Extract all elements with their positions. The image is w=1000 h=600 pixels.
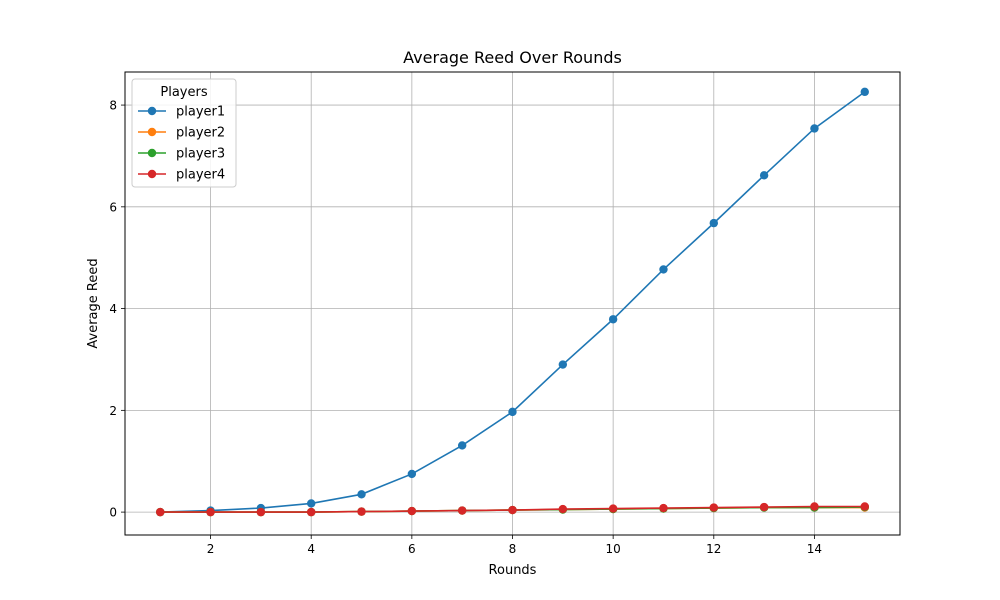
x-tick-label: 4 [307, 542, 315, 556]
data-point-player4 [156, 507, 165, 517]
x-axis: 2 4 6 8 10 12 14 [207, 535, 822, 556]
x-tick-label: 14 [807, 542, 822, 556]
data-point-player4 [508, 505, 517, 515]
y-tick-label: 2 [109, 404, 117, 418]
data-point-player1 [659, 265, 668, 274]
x-tick-label: 10 [606, 542, 621, 556]
data-point-player1 [558, 360, 568, 369]
y-axis: 0 2 4 6 8 [109, 99, 125, 520]
data-point-player4 [206, 507, 215, 517]
chart-title: Average Reed Over Rounds [403, 48, 622, 67]
data-point-player1 [357, 490, 366, 499]
data-point-player1 [508, 407, 517, 417]
legend-swatch-marker [147, 148, 157, 158]
data-point-player1 [307, 499, 316, 508]
x-tick-label: 12 [706, 542, 721, 556]
data-point-player1 [759, 171, 769, 180]
legend-label: player4 [176, 168, 225, 183]
data-point-player4 [457, 506, 467, 515]
data-point-player4 [608, 504, 618, 513]
legend-items: player1 player2 player3 player4 [138, 105, 225, 183]
data-point-player1 [860, 87, 869, 97]
data-point-player1 [608, 315, 618, 324]
legend-box [131, 78, 237, 188]
y-tick-label: 8 [109, 99, 117, 113]
legend-label: player3 [176, 147, 225, 162]
legend-label: player1 [176, 105, 225, 120]
y-tick-label: 6 [109, 200, 117, 214]
legend-item-player4: player4 [138, 168, 225, 183]
legend-swatch-marker [147, 127, 157, 137]
legend-item-player2: player2 [138, 126, 225, 141]
legend-swatch-marker [147, 169, 157, 179]
grid [125, 72, 900, 535]
data-point-player4 [759, 502, 769, 512]
data-point-player4 [810, 502, 819, 511]
x-tick-label: 2 [207, 542, 215, 556]
data-point-player4 [256, 507, 266, 517]
data-point-player4 [558, 504, 568, 514]
x-tick-label: 8 [509, 542, 517, 556]
data-point-player1 [810, 124, 819, 133]
data-point-player1 [407, 469, 417, 479]
legend: Players player1 player2 player3 player4 [131, 78, 237, 188]
legend-swatch-marker [147, 106, 157, 116]
series-player4 [156, 502, 869, 517]
data-point-player4 [860, 502, 869, 511]
legend-item-player1: player1 [138, 105, 225, 120]
data-point-player4 [357, 507, 366, 516]
y-tick-label: 0 [109, 506, 117, 520]
data-point-player4 [407, 506, 417, 516]
legend-item-player3: player3 [138, 147, 225, 162]
series-layer [156, 87, 869, 517]
legend-title: Players [160, 85, 207, 100]
data-point-player4 [659, 503, 668, 513]
y-axis-label: Average Reed [86, 258, 101, 348]
x-tick-label: 6 [408, 542, 416, 556]
y-tick-label: 4 [109, 302, 117, 316]
data-point-player1 [457, 441, 467, 450]
data-point-player4 [307, 507, 316, 517]
data-point-player1 [709, 218, 718, 228]
legend-label: player2 [176, 126, 225, 141]
x-axis-label: Rounds [489, 563, 537, 578]
data-point-player4 [709, 503, 718, 512]
